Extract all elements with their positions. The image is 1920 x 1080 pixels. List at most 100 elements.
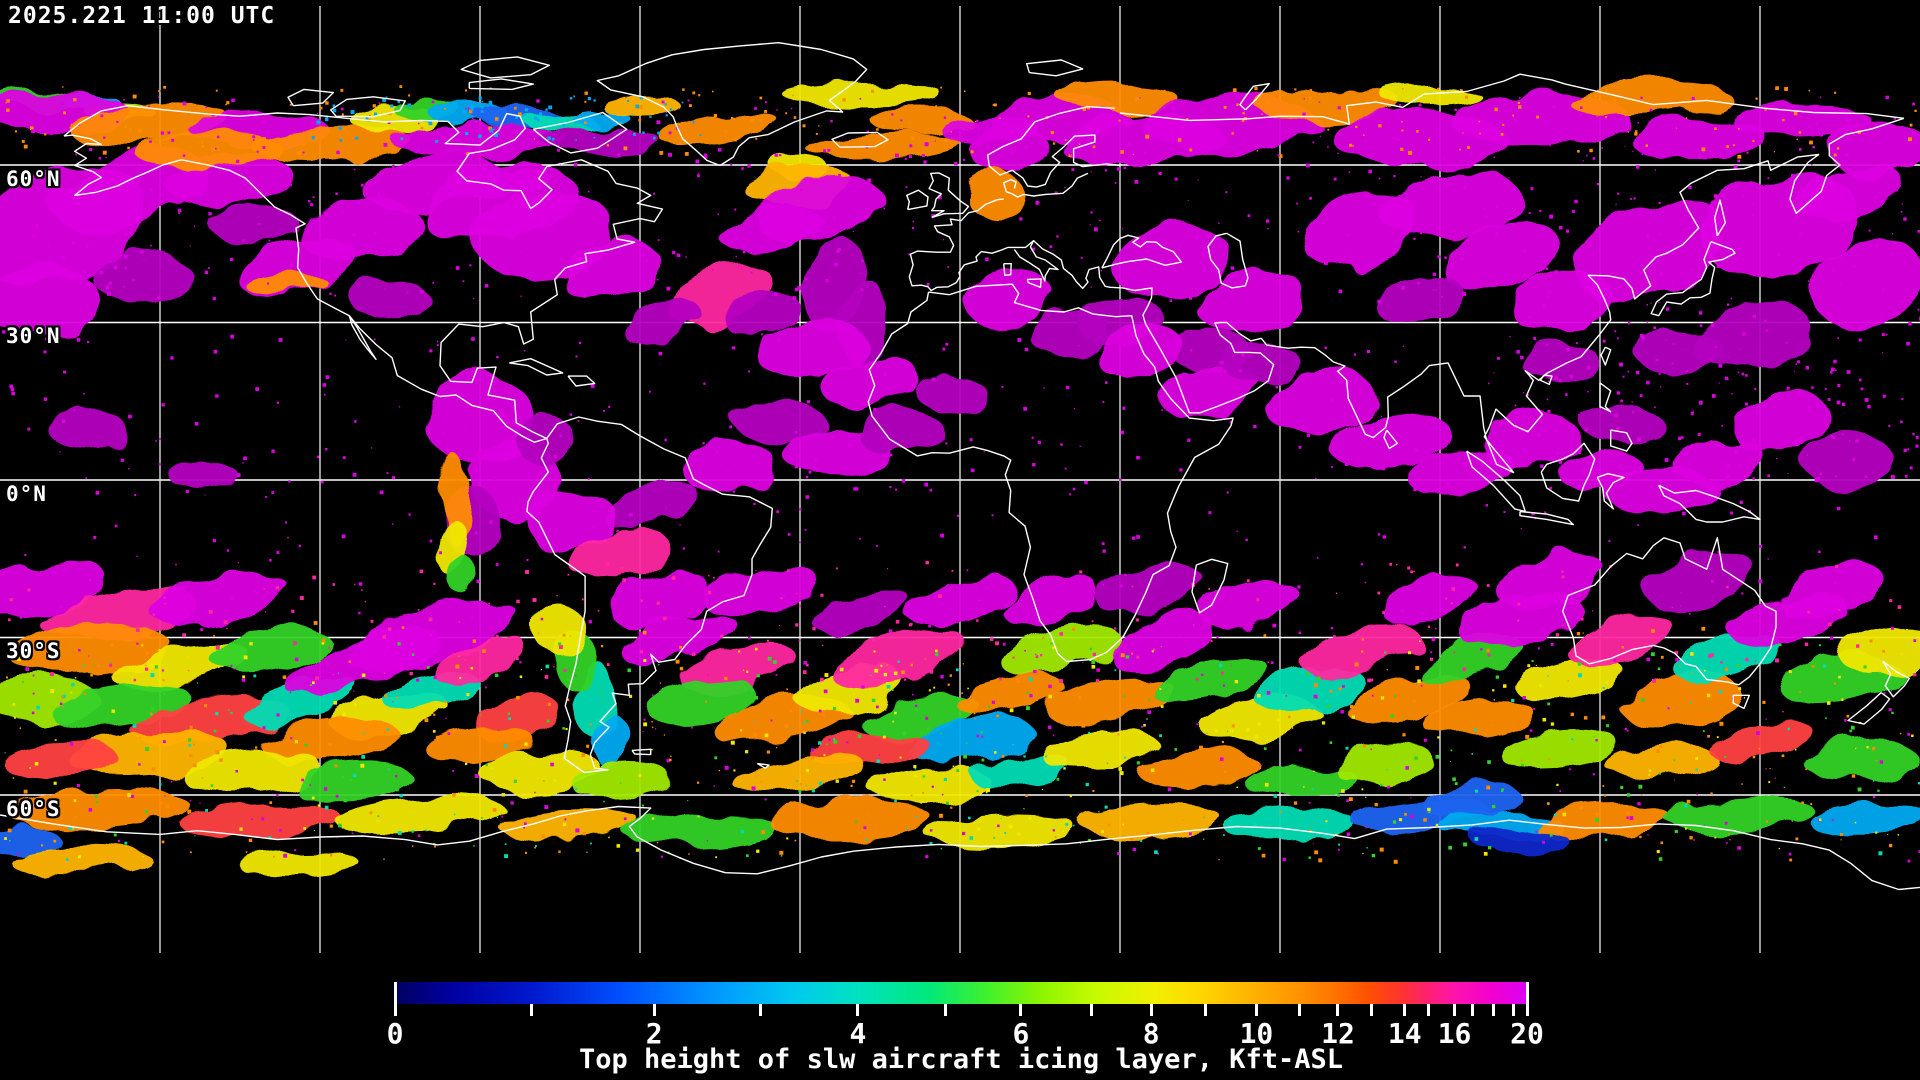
icing-speck bbox=[935, 105, 938, 108]
latitude-label: 30°S bbox=[6, 639, 61, 663]
icing-speck bbox=[57, 646, 62, 651]
icing-speck bbox=[1587, 325, 1589, 327]
icing-speck bbox=[213, 349, 218, 354]
icing-speck bbox=[309, 784, 311, 786]
icing-speck bbox=[1783, 786, 1786, 789]
icing-speck bbox=[838, 173, 841, 177]
icing-speck bbox=[1882, 394, 1886, 398]
icing-speck bbox=[1052, 250, 1054, 252]
icing-speck bbox=[1501, 789, 1504, 793]
icing-speck bbox=[1402, 716, 1404, 719]
icing-speck bbox=[1680, 592, 1682, 594]
icing-speck bbox=[1517, 619, 1520, 622]
icing-speck bbox=[1660, 386, 1662, 388]
icing-speck bbox=[1236, 786, 1238, 789]
icing-speck bbox=[1460, 257, 1464, 261]
icing-speck bbox=[1889, 843, 1893, 848]
icing-speck bbox=[157, 296, 161, 300]
icing-speck bbox=[1758, 747, 1761, 750]
icing-speck bbox=[515, 116, 518, 119]
icing-speck bbox=[1032, 247, 1036, 251]
icing-speck bbox=[547, 702, 551, 706]
icing-speck bbox=[1666, 307, 1670, 311]
icing-speck bbox=[871, 698, 876, 703]
icing-speck bbox=[1415, 124, 1417, 126]
icing-speck bbox=[525, 851, 528, 854]
icing-speck bbox=[1467, 146, 1470, 149]
icing-speck bbox=[1035, 653, 1037, 656]
icing-speck bbox=[1660, 655, 1664, 659]
icing-speck bbox=[54, 739, 57, 741]
icing-region bbox=[1256, 667, 1364, 713]
icing-speck bbox=[1873, 535, 1878, 540]
icing-speck bbox=[263, 588, 265, 590]
icing-speck bbox=[981, 735, 984, 738]
icing-speck bbox=[360, 183, 364, 187]
icing-speck bbox=[352, 472, 357, 477]
icing-speck bbox=[578, 341, 582, 345]
icing-speck bbox=[342, 712, 346, 717]
icing-speck bbox=[1569, 374, 1574, 379]
icing-speck bbox=[639, 650, 643, 654]
icing-speck bbox=[417, 609, 420, 611]
icing-speck bbox=[360, 763, 365, 768]
icing-speck bbox=[167, 131, 171, 135]
icing-speck bbox=[1069, 154, 1072, 156]
icing-speck bbox=[941, 793, 944, 796]
icing-speck bbox=[1146, 718, 1148, 720]
icing-speck bbox=[1104, 169, 1108, 172]
icing-speck bbox=[61, 275, 65, 279]
icing-speck bbox=[1102, 401, 1105, 403]
icing-speck bbox=[168, 259, 170, 261]
icing-speck bbox=[1136, 761, 1140, 765]
icing-speck bbox=[1423, 738, 1427, 742]
icing-speck bbox=[1380, 415, 1383, 417]
icing-speck bbox=[1901, 398, 1904, 401]
icing-speck bbox=[1277, 154, 1280, 157]
icing-speck bbox=[1165, 687, 1168, 690]
icing-speck bbox=[1027, 691, 1030, 695]
icing-speck bbox=[1518, 97, 1521, 99]
icing-speck bbox=[217, 752, 220, 754]
icing-region bbox=[955, 674, 1065, 716]
icing-speck bbox=[242, 284, 247, 289]
icing-region bbox=[1665, 798, 1815, 832]
icing-speck bbox=[685, 256, 687, 258]
icing-speck bbox=[1167, 787, 1172, 792]
icing-speck bbox=[660, 855, 664, 858]
icing-speck bbox=[892, 720, 894, 723]
icing-speck bbox=[11, 279, 16, 284]
icing-speck bbox=[873, 650, 876, 653]
icing-region bbox=[780, 80, 940, 104]
icing-speck bbox=[870, 674, 872, 676]
icing-speck bbox=[755, 570, 757, 571]
icing-speck bbox=[1644, 643, 1647, 645]
icing-speck bbox=[289, 691, 292, 694]
icing-speck bbox=[1704, 669, 1706, 672]
icing-region bbox=[600, 95, 680, 115]
icing-speck bbox=[852, 779, 856, 783]
icing-speck bbox=[204, 270, 209, 274]
icing-speck bbox=[1596, 115, 1598, 117]
icing-speck bbox=[956, 769, 960, 772]
icing-speck bbox=[175, 151, 177, 154]
icing-speck bbox=[999, 677, 1002, 681]
icing-speck bbox=[1909, 123, 1913, 127]
icing-speck bbox=[914, 704, 918, 707]
icing-speck bbox=[170, 780, 173, 783]
icing-speck bbox=[1072, 824, 1075, 827]
icing-speck bbox=[1062, 830, 1065, 832]
icing-speck bbox=[400, 137, 404, 140]
icing-speck bbox=[1832, 436, 1835, 439]
icing-speck bbox=[1348, 251, 1350, 253]
icing-speck bbox=[924, 482, 929, 487]
icing-speck bbox=[643, 659, 647, 662]
icing-speck bbox=[1635, 130, 1638, 133]
icing-speck bbox=[750, 689, 754, 693]
icing-speck bbox=[1012, 656, 1015, 659]
icing-speck bbox=[160, 131, 164, 135]
colorbar-tick bbox=[1297, 1004, 1301, 1016]
icing-speck bbox=[1096, 668, 1100, 672]
icing-speck bbox=[996, 124, 998, 126]
icing-speck bbox=[1646, 321, 1648, 323]
